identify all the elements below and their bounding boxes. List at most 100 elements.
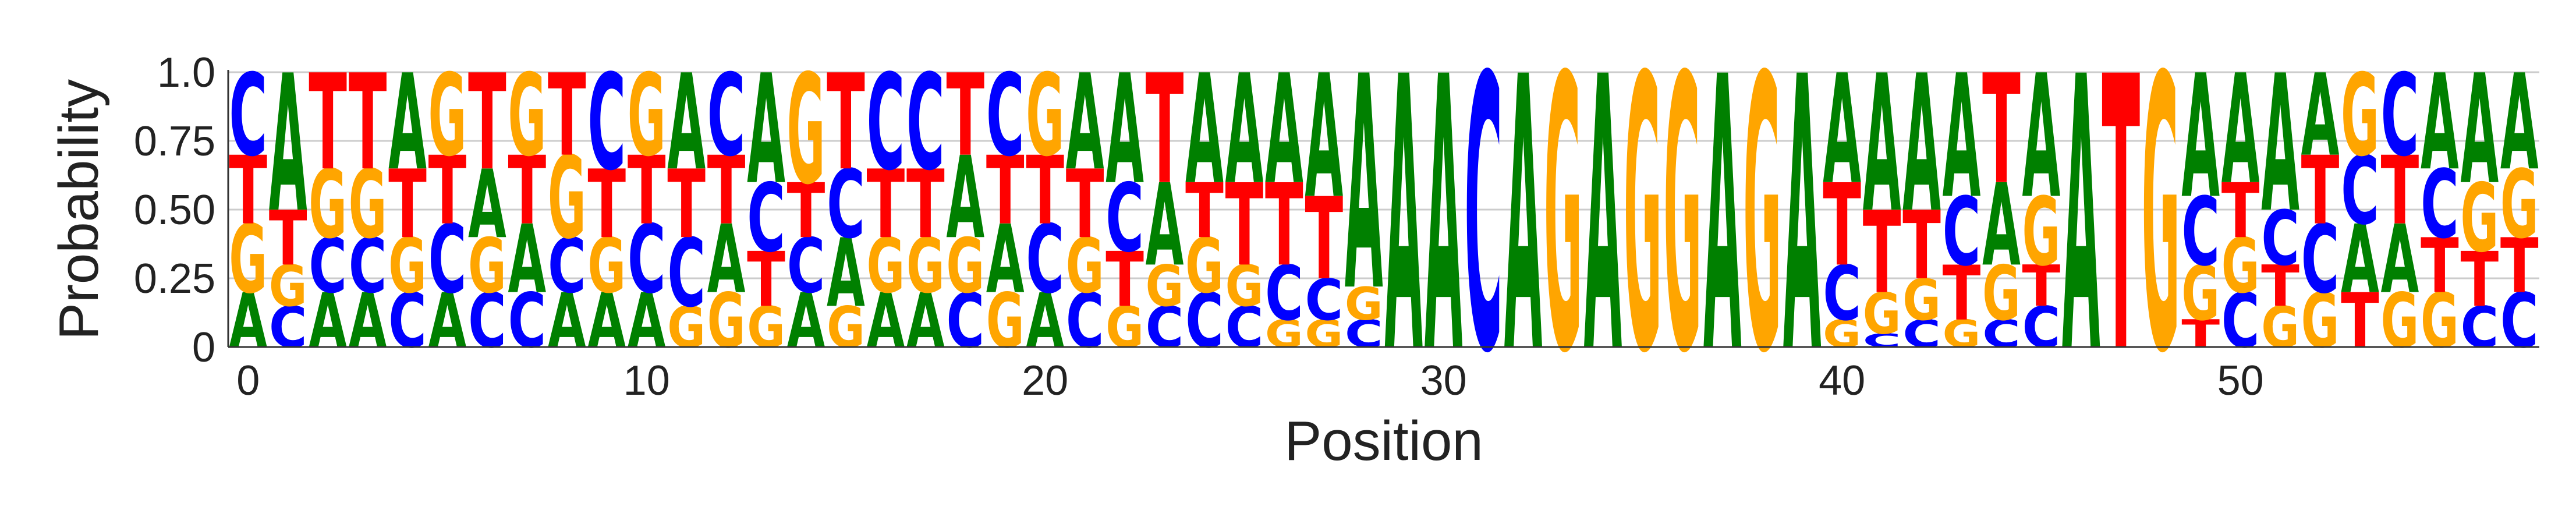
logo-letter-c: C (1943, 178, 1981, 287)
logo-letter-g: G (1863, 281, 1901, 346)
logo-letter-t: T (587, 150, 626, 260)
logo-letter-g: G (1624, 0, 1662, 436)
logo-letter-t: T (508, 136, 547, 246)
y-tick-label: 0.25 (134, 256, 215, 302)
logo-letter-a: A (946, 133, 984, 264)
logo-letter-g: G (867, 223, 905, 310)
logo-letter-g: G (2221, 223, 2260, 310)
logo-letter-a: A (1225, 43, 1264, 218)
logo-letter-g: G (2381, 278, 2419, 365)
logo-letter-g: G (468, 223, 506, 310)
logo-letter-c: C (2421, 150, 2459, 260)
logo-letter-t: T (2460, 236, 2499, 324)
logo-letter-t: T (428, 136, 467, 246)
logo-letter-c: C (1823, 250, 1861, 338)
logo-letter-g: G (1026, 49, 1064, 181)
logo-letter-c: C (1146, 295, 1184, 361)
logo-letter-a: A (1265, 43, 1303, 218)
logo-letter-c: C (269, 295, 307, 361)
logo-letter-g: G (2022, 178, 2061, 288)
logo-letter-t: T (2301, 136, 2340, 246)
logo-letter-t: T (628, 136, 666, 246)
logo-letter-c: C (2181, 178, 2220, 287)
logo-letter-t: T (787, 167, 825, 255)
logo-letter-t: T (2022, 253, 2061, 319)
logo-letter-c: C (1066, 278, 1104, 365)
logo-letter-g: G (2500, 151, 2539, 260)
logo-letters: AGTCCGTAACGTACGTCGTAACTGCGATCATGACGTAGTC… (229, 0, 2538, 437)
logo-letter-t: T (229, 136, 267, 246)
logo-letter-t: T (1146, 43, 1184, 218)
logo-letter-c: C (2381, 50, 2419, 182)
logo-letter-c: C (747, 164, 785, 273)
logo-letter-g: G (1185, 223, 1224, 310)
logo-letter-a: A (1146, 161, 1184, 292)
logo-letter-g: G (2460, 165, 2499, 274)
logo-letter-a: A (2181, 38, 2220, 236)
logo-letter-g: G (587, 223, 626, 310)
logo-letter-g: G (1664, 0, 1702, 436)
logo-letter-a: A (1863, 35, 1901, 254)
logo-letter-a: A (468, 150, 506, 260)
logo-letter-t: T (906, 150, 945, 260)
logo-letter-c: C (1464, 0, 1503, 436)
logo-letter-g: G (1105, 294, 1144, 360)
logo-letter-a: A (2062, 0, 2100, 436)
logo-letter-t: T (1265, 161, 1303, 292)
logo-letter-t: T (707, 136, 746, 246)
logo-letter-a: A (1943, 38, 1981, 236)
logo-letter-g: G (2261, 294, 2299, 360)
logo-letter-c: C (2301, 205, 2340, 314)
logo-letter-a: A (1345, 15, 1383, 356)
y-tick-label: 0.75 (134, 118, 215, 165)
logo-letter-c: C (587, 46, 626, 200)
logo-letter-c: C (628, 205, 666, 314)
logo-letter-c: C (1105, 164, 1144, 273)
logo-letter-c: C (428, 205, 467, 314)
logo-letter-c: C (229, 50, 267, 182)
logo-letter-c: C (906, 46, 945, 200)
logo-letter-c: C (946, 278, 984, 365)
x-tick-label: 50 (2217, 357, 2264, 404)
logo-letter-g: G (628, 49, 666, 181)
logo-letter-g: G (1066, 223, 1104, 310)
logo-letter-c: C (667, 219, 706, 328)
logo-letter-c: C (468, 278, 506, 365)
logo-letter-c: C (388, 278, 427, 365)
x-tick-label: 10 (623, 357, 670, 404)
logo-letter-t: T (2102, 0, 2140, 437)
logo-letter-a: A (1783, 0, 1822, 436)
logo-letter-t: T (1026, 136, 1064, 246)
logo-letter-t: T (1902, 192, 1941, 301)
logo-letter-a: A (349, 277, 387, 364)
logo-letter-a: A (2261, 35, 2299, 254)
logo-letter-t: T (388, 150, 427, 260)
logo-letter-t: T (2221, 167, 2260, 255)
x-tick-label: 20 (1022, 357, 1068, 404)
logo-letter-t: T (747, 236, 785, 324)
logo-letter-g: G (349, 151, 387, 260)
logo-letter-g: G (2341, 49, 2379, 181)
logo-letter-g: G (1225, 253, 1264, 319)
logo-letter-g: G (428, 49, 467, 181)
logo-letter-a: A (2022, 38, 2061, 236)
y-axis-title: Probability (48, 79, 110, 340)
logo-letter-t: T (2341, 277, 2379, 365)
logo-letter-g: G (2421, 278, 2459, 365)
logo-letter-t: T (1823, 161, 1861, 292)
logo-letter-a: A (1066, 47, 1104, 200)
logo-letter-a: A (707, 206, 746, 315)
logo-letter-g: G (548, 132, 586, 264)
logo-letter-t: T (2261, 253, 2299, 319)
logo-letter-g: G (1943, 312, 1981, 356)
logo-letter-g: G (747, 294, 785, 360)
logo-letter-g: G (667, 294, 706, 360)
logo-letter-t: T (867, 150, 905, 260)
logo-letter-t: T (986, 136, 1025, 246)
logo-letter-a: A (2301, 51, 2340, 182)
logo-letter-a: A (2381, 206, 2419, 315)
logo-letter-t: T (309, 47, 347, 200)
logo-letter-t: T (468, 47, 506, 200)
logo-letter-t: T (1982, 43, 2021, 218)
